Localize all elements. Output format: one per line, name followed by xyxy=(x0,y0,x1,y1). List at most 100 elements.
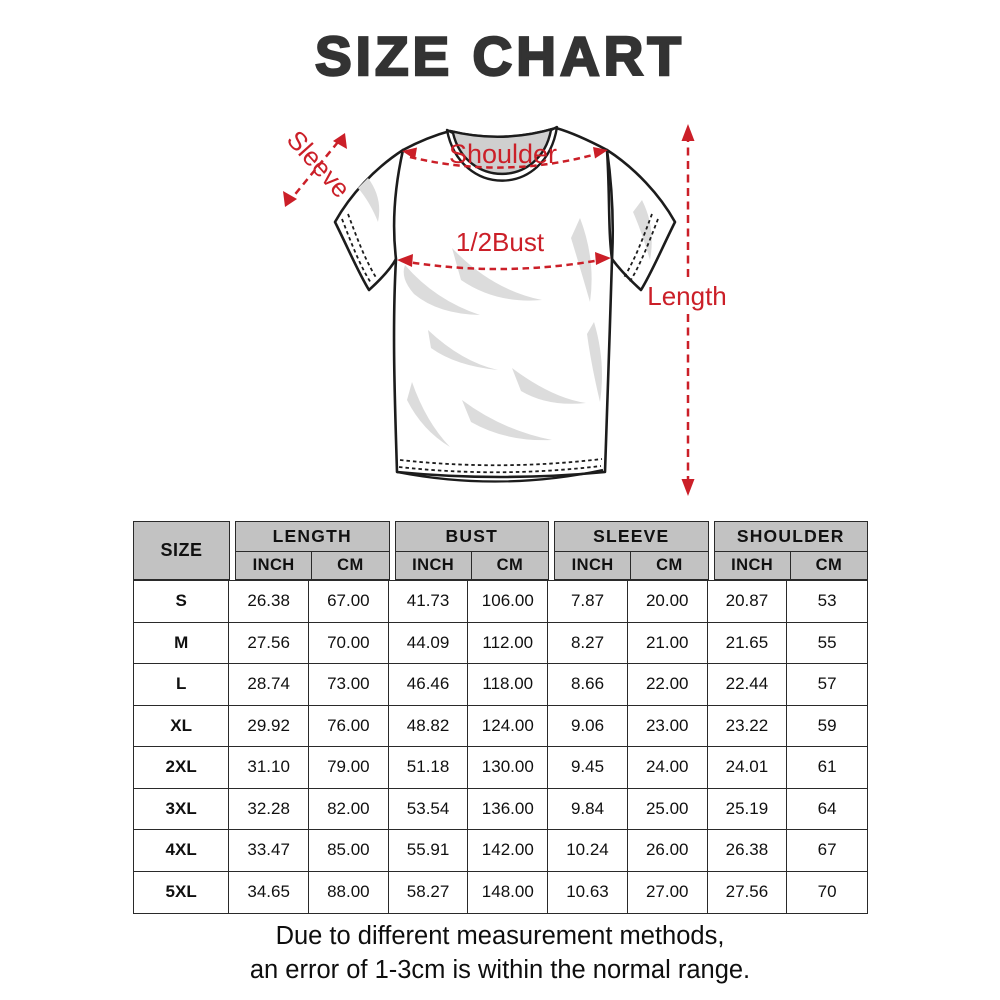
value-cell: 25.00 xyxy=(627,788,708,830)
size-cell: 2XL xyxy=(134,747,230,789)
size-header-label: SIZE xyxy=(160,540,203,560)
value-cell: 28.74 xyxy=(229,664,309,706)
size-cell: M xyxy=(134,622,230,664)
value-cell: 10.24 xyxy=(548,830,628,872)
value-cell: 70 xyxy=(817,882,837,902)
value-cell: 88.00 xyxy=(309,871,389,913)
measurement-note: Due to different measurement methods, an… xyxy=(0,920,1000,987)
value-cell: 26.38 xyxy=(229,581,309,623)
value-cell: 79.00 xyxy=(309,747,389,789)
value-cell: 21.65 xyxy=(707,622,788,664)
value-cell: 20.00 xyxy=(627,581,708,623)
size-cell: 3XL xyxy=(134,788,230,830)
sleeve-inch-header: INCH xyxy=(555,551,632,579)
value-cell: 55.91 xyxy=(388,830,469,872)
value-cell: 57 xyxy=(787,664,867,706)
length-inch-header: INCH xyxy=(236,551,313,579)
stitching-lines xyxy=(341,213,659,474)
value-cell: 85.00 xyxy=(309,830,389,872)
value-cell: 46.46 xyxy=(388,664,469,706)
value-cell: 67.00 xyxy=(309,581,389,623)
value-cell: 22.00 xyxy=(627,664,708,706)
value-cell: 64 xyxy=(787,789,867,830)
value-cell: 118.00 xyxy=(468,664,549,706)
value-cell: 106.00 xyxy=(468,581,549,623)
value-cell: 29.92 xyxy=(229,705,309,747)
sleeve-cm-header: CM xyxy=(656,555,683,574)
value-cell: 61 xyxy=(787,747,867,789)
tshirt-illustration: Sleeve Shoulder 1/2Bust Length xyxy=(281,124,727,496)
value-cell: 32.28 xyxy=(229,788,309,830)
sleeve-group-label: SLEEVE xyxy=(555,522,708,552)
value-cell: 112.00 xyxy=(468,622,549,664)
value-cell: 23.22 xyxy=(707,705,788,747)
tshirt-measurement-diagram: Sleeve Shoulder 1/2Bust Length xyxy=(250,100,750,515)
value-cell: 7.87 xyxy=(548,581,628,623)
bust-cm-header: CM xyxy=(496,555,524,574)
size-cell: S xyxy=(134,581,230,623)
measurement-note-line1: Due to different measurement methods, xyxy=(275,922,725,950)
shoulder-column-group: SHOULDER INCH CM xyxy=(713,521,868,580)
value-cell: 142.00 xyxy=(468,830,549,872)
half-bust-label: 1/2Bust xyxy=(456,227,545,257)
value-cell: 27.56 xyxy=(708,871,788,913)
shoulder-group-label: SHOULDER xyxy=(714,522,867,552)
size-cell: 4XL xyxy=(134,830,230,872)
value-cell: 48.82 xyxy=(388,705,469,747)
value-cell: 24.01 xyxy=(707,747,788,789)
size-cell: XL xyxy=(134,705,230,747)
size-cell: 5XL xyxy=(134,871,230,913)
value-cell: 70.00 xyxy=(309,622,389,664)
shoulder-label: Shoulder xyxy=(449,139,557,169)
sleeve-column-group: SLEEVE INCH CM xyxy=(554,521,709,580)
length-label: Length xyxy=(647,281,727,311)
shoulder-arrow xyxy=(409,151,601,169)
value-cell: 21.00 xyxy=(627,622,708,664)
value-cell: 73.00 xyxy=(309,664,389,706)
value-cell: 9.84 xyxy=(548,788,628,830)
sleeve-arrow xyxy=(291,141,339,199)
value-cell: 59 xyxy=(787,706,867,747)
value-cell: 67 xyxy=(787,830,867,872)
value-cell: 124.00 xyxy=(468,705,549,747)
value-cell: 76.00 xyxy=(309,705,389,747)
size-table-header: SIZE LENGTH INCH CM BUST INCH CM SLEEVE xyxy=(133,521,868,580)
value-cell: 53.54 xyxy=(388,788,469,830)
bust-column-group: BUST INCH CM xyxy=(394,521,549,580)
value-cell: 27.00 xyxy=(628,871,708,913)
value-cell: 53 xyxy=(787,581,867,623)
shoulder-inch-header: INCH xyxy=(715,551,791,579)
value-cell: 26.00 xyxy=(627,830,708,872)
value-cell: 9.45 xyxy=(548,747,628,789)
size-column-header: SIZE xyxy=(133,521,230,580)
value-cell: 27.56 xyxy=(229,622,309,664)
bust-group-label: BUST xyxy=(395,522,548,552)
value-cell: 26.38 xyxy=(707,830,788,872)
value-cell: 44.09 xyxy=(388,622,469,664)
value-cell: 148.00 xyxy=(468,871,549,913)
bust-inch-header: INCH xyxy=(396,551,472,579)
bust-arrow xyxy=(401,257,607,271)
length-column-group: LENGTH INCH CM xyxy=(235,521,390,580)
value-cell: 22.44 xyxy=(707,664,788,706)
hem-fold xyxy=(396,468,604,483)
value-cell: 25.19 xyxy=(707,788,788,830)
length-group-label: LENGTH xyxy=(236,522,389,552)
value-cell: 58.27 xyxy=(389,871,469,913)
value-cell: 23.00 xyxy=(627,705,708,747)
length-cm-header: CM xyxy=(337,555,364,574)
value-cell: 82.00 xyxy=(309,788,389,830)
measurement-note-line2: an error of 1-3cm is within the normal r… xyxy=(249,955,751,984)
value-cell: 51.18 xyxy=(388,747,469,789)
size-table-body: S 26.38 67.00 41.73 106.00 7.87 20.00 20.87 53 M 2… xyxy=(133,580,868,914)
value-cell: 31.10 xyxy=(229,747,309,789)
value-cell: 8.66 xyxy=(548,664,628,706)
shoulder-cm-header: CM xyxy=(815,555,843,574)
size-table: SIZE LENGTH INCH CM BUST INCH CM SLEEVE xyxy=(133,521,868,914)
page-title: SIZE CHART xyxy=(314,24,685,88)
value-cell: 20.87 xyxy=(707,581,788,623)
value-cell: 9.06 xyxy=(548,705,628,747)
value-cell: 41.73 xyxy=(388,581,469,623)
value-cell: 10.63 xyxy=(548,871,628,913)
